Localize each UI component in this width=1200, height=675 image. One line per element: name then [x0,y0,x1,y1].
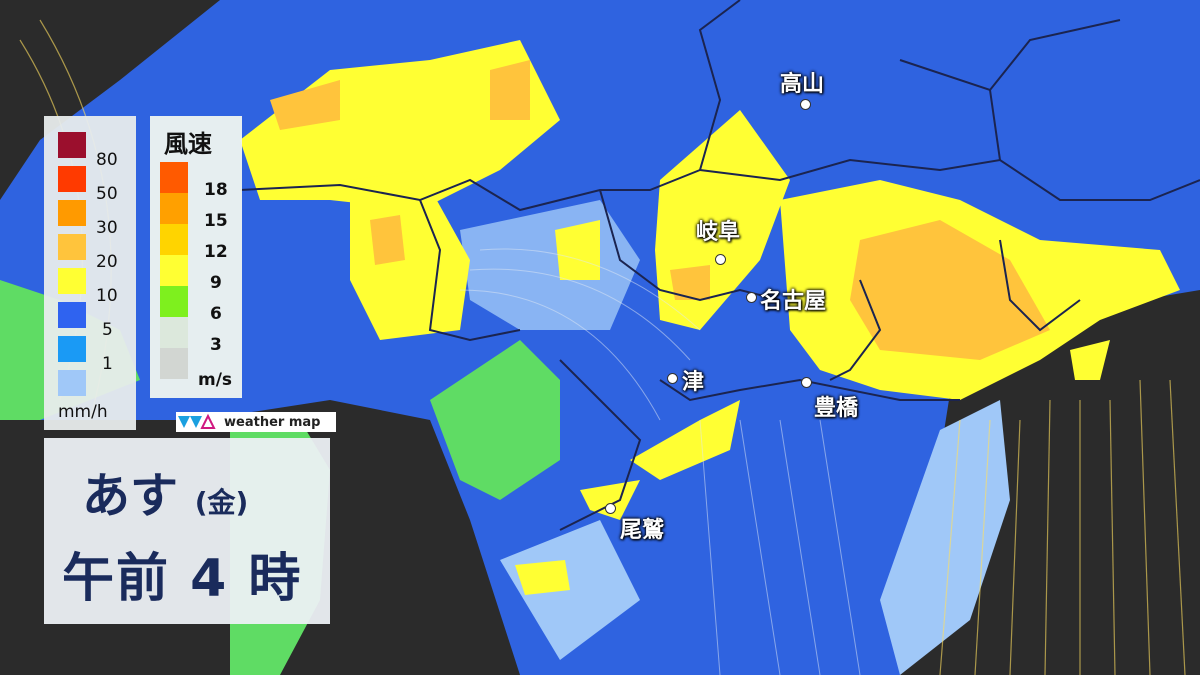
rain-legend: 80 50 30 20 10 5 1 mm/h [44,116,136,430]
city-label-nagoya: 名古屋 [760,289,827,314]
sea-dark-topleft [0,0,220,200]
wind-label: 9 [210,273,222,293]
rain-swatch [58,336,86,362]
wind-swatch [160,193,188,224]
wind-label: 6 [210,304,222,324]
rain-swatch [58,200,86,226]
rain-swatch [58,132,86,158]
city-label-gifu: 岐阜 [696,220,741,245]
city-label-owase: 尾鷲 [620,518,665,543]
rain-label: 10 [96,286,118,306]
weekday-text: (金) [194,486,249,519]
wind-swatch [160,317,188,348]
day-text: あす [82,468,179,524]
rain-unit: mm/h [58,402,108,422]
rain-label: 20 [96,252,118,272]
rain-label: 30 [96,218,118,238]
rain-label: 50 [96,184,118,204]
city-marker [667,373,678,384]
rain-swatch [58,234,86,260]
forecast-day: あす (金) [82,456,248,526]
forecast-time: 午前 4 時 [62,549,303,609]
wind-swatch [160,224,188,255]
wind-swatch [160,348,188,379]
rain-swatch [58,370,86,396]
wind-label: 3 [210,335,222,355]
wind-swatch [160,286,188,317]
wind-swatch [160,255,188,286]
logo-text: weather map [224,414,321,430]
rain-label: 80 [96,150,118,170]
city-marker [715,254,726,265]
city-marker [800,99,811,110]
wind-unit: m/s [198,370,233,390]
city-marker [605,503,616,514]
city-label-toyohashi: 豊橋 [814,396,859,421]
rain-label: 5 [102,320,113,340]
city-marker [746,292,757,303]
rain-swatch [58,268,86,294]
wind-legend-title: 風速 [164,130,212,158]
forecast-time-box: あす (金) 午前 4 時 [44,438,330,624]
wind-legend: 風速 18 15 12 9 6 3 m/s [150,116,242,398]
rain-label: 1 [102,354,113,374]
wind-label: 15 [204,211,228,231]
wind-label: 18 [204,180,228,200]
wind-swatch [160,162,188,193]
wind-label: 12 [204,242,228,262]
rain-swatch [58,166,86,192]
city-label-takayama: 高山 [780,72,825,97]
weathermap-logo: weather map [176,412,336,432]
city-marker [801,377,812,388]
rain-swatch [58,302,86,328]
city-label-tsu: 津 [682,370,705,395]
logo-mark-icon [178,413,216,429]
